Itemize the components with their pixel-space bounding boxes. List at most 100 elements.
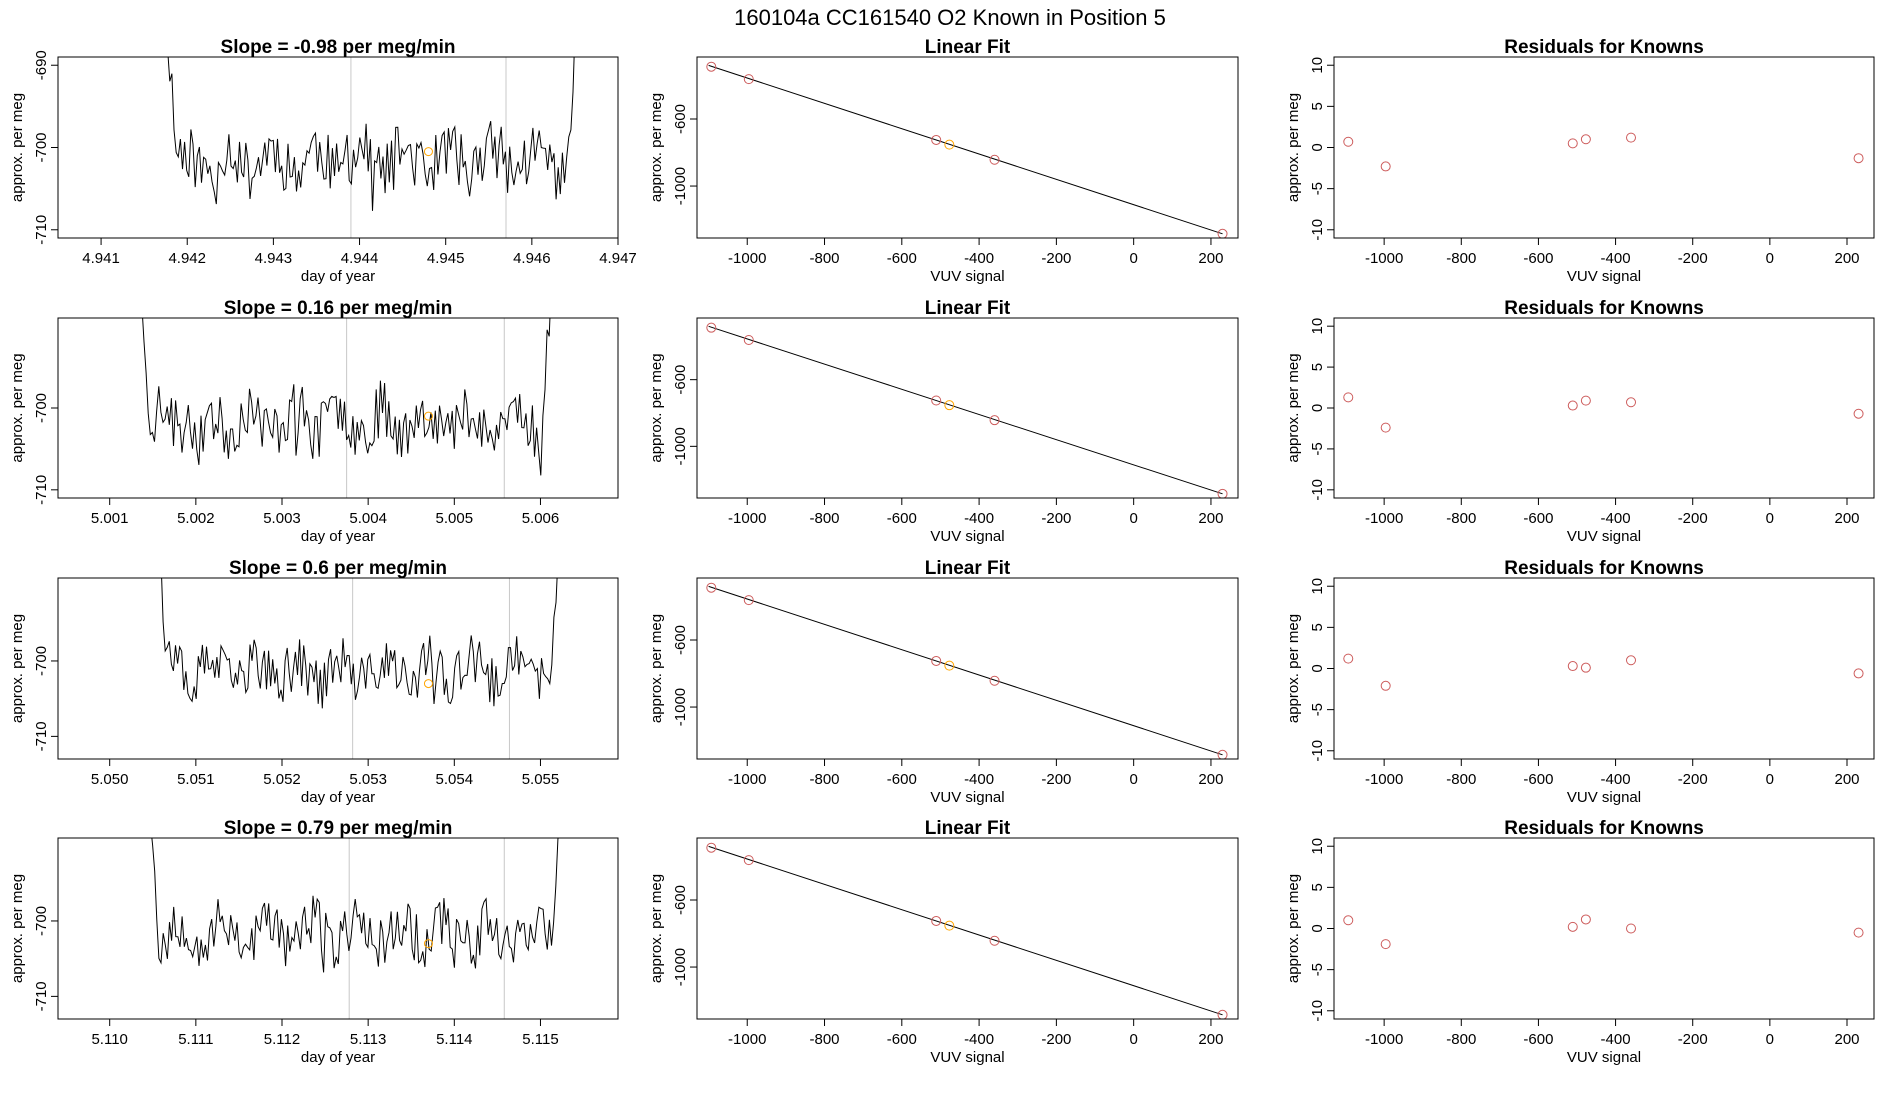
data-point xyxy=(1380,680,1391,691)
x-axis-label: VUV signal xyxy=(930,268,1004,285)
y-tick-label: 10 xyxy=(1309,318,1326,335)
data-point xyxy=(1626,132,1636,143)
data-point xyxy=(1626,923,1636,934)
data-point xyxy=(1580,395,1591,406)
y-tick-label: -1000 xyxy=(672,948,689,986)
x-tick-label: 200 xyxy=(1834,510,1859,527)
chart-title: Slope = 0.6 per meg/min xyxy=(229,558,447,579)
y-tick-label: 5 xyxy=(1309,623,1326,631)
x-tick-label: 5.114 xyxy=(436,1031,472,1048)
y-tick-label: 0 xyxy=(1309,664,1326,672)
x-tick-label: -200 xyxy=(1041,510,1071,527)
y-tick-label: -10 xyxy=(1309,1000,1326,1022)
y-tick-label: -1000 xyxy=(672,167,689,205)
data-point xyxy=(1343,136,1354,147)
x-tick-label: -1000 xyxy=(728,771,766,788)
plot-area xyxy=(167,57,575,238)
x-tick-label: 4.943 xyxy=(255,250,293,267)
data-point xyxy=(944,139,955,150)
x-tick-label: -1000 xyxy=(1365,250,1403,267)
y-tick-label: 0 xyxy=(1309,924,1326,932)
y-tick-label: -690 xyxy=(33,50,50,80)
y-axis-label: approx. per meg xyxy=(1285,874,1302,983)
data-point xyxy=(1567,400,1578,411)
page-title: 160104a CC161540 O2 Known in Position 5 xyxy=(734,5,1166,30)
y-axis-label: approx. per meg xyxy=(9,353,26,462)
y-axis-label: approx. per meg xyxy=(9,874,26,983)
y-tick-label: -600 xyxy=(672,104,689,134)
data-point xyxy=(1343,915,1354,926)
fit-line xyxy=(708,325,1223,495)
x-tick-label: -400 xyxy=(1601,771,1631,788)
x-tick-label: -400 xyxy=(964,250,994,267)
x-tick-label: 0 xyxy=(1766,771,1774,788)
y-tick-label: -710 xyxy=(33,215,50,245)
chart-title: Slope = 0.79 per meg/min xyxy=(224,818,453,839)
x-tick-label: -1000 xyxy=(728,510,766,527)
x-tick-label: -800 xyxy=(1446,1031,1476,1048)
x-tick-label: -800 xyxy=(1446,250,1476,267)
x-tick-label: -400 xyxy=(964,1031,994,1048)
x-tick-label: -400 xyxy=(1601,250,1631,267)
plot-area xyxy=(706,322,1228,498)
x-tick-label: 5.115 xyxy=(522,1031,558,1048)
chart-title: Linear Fit xyxy=(925,298,1011,319)
x-axis-label: VUV signal xyxy=(1567,268,1641,285)
y-tick-label: -710 xyxy=(33,981,50,1011)
x-tick-label: -200 xyxy=(1041,771,1071,788)
x-tick-label: -200 xyxy=(1041,1031,1071,1048)
x-tick-label: 200 xyxy=(1834,250,1859,267)
x-tick-label: 0 xyxy=(1766,510,1774,527)
x-tick-label: 200 xyxy=(1834,771,1859,788)
plot-area xyxy=(161,578,558,759)
data-point xyxy=(706,582,717,593)
x-tick-label: -1000 xyxy=(1365,771,1403,788)
data-point xyxy=(944,660,955,671)
data-point xyxy=(931,134,942,145)
plot-frame xyxy=(1333,837,1875,1020)
y-tick-label: 0 xyxy=(1309,404,1326,412)
data-point xyxy=(931,915,942,926)
data-point xyxy=(1217,228,1228,238)
x-tick-label: 4.942 xyxy=(168,250,206,267)
x-tick-label: 5.110 xyxy=(91,1031,127,1048)
y-axis-label: approx. per meg xyxy=(648,874,665,983)
x-tick-label: -800 xyxy=(1446,510,1476,527)
signal-trace xyxy=(142,318,551,476)
x-tick-label: 5.113 xyxy=(350,1031,386,1048)
x-tick-label: 5.112 xyxy=(264,1031,300,1048)
y-tick-label: 0 xyxy=(1309,143,1326,151)
plot-area xyxy=(1343,914,1864,950)
y-tick-label: -700 xyxy=(33,132,50,162)
plot-area xyxy=(706,842,1228,1019)
data-point xyxy=(1217,749,1228,759)
x-axis-label: VUV signal xyxy=(930,789,1004,806)
plot-frame xyxy=(696,577,1239,760)
x-tick-label: 200 xyxy=(1198,250,1223,267)
y-axis-label: approx. per meg xyxy=(1285,353,1302,462)
data-point xyxy=(1626,397,1636,408)
y-tick-label: 10 xyxy=(1309,578,1326,595)
chart-title: Residuals for Knowns xyxy=(1504,818,1704,839)
chart-title: Linear Fit xyxy=(925,558,1011,579)
y-tick-label: -10 xyxy=(1309,740,1326,762)
y-tick-label: 5 xyxy=(1309,363,1326,371)
chart-panel: Slope = -0.98 per meg/min 4.941 4.942 4.943… xyxy=(9,37,637,285)
y-tick-label: -1000 xyxy=(672,688,689,726)
data-point xyxy=(743,335,754,345)
x-tick-label: -600 xyxy=(1523,1031,1553,1048)
x-tick-label: 0 xyxy=(1766,250,1774,267)
plot-frame xyxy=(57,577,619,760)
x-tick-label: -800 xyxy=(810,510,840,527)
x-tick-label: -600 xyxy=(887,250,917,267)
chart-title: Residuals for Knowns xyxy=(1504,558,1704,579)
y-tick-label: 10 xyxy=(1309,838,1326,855)
data-point xyxy=(743,595,754,606)
y-tick-label: -600 xyxy=(672,365,689,395)
x-tick-label: -1000 xyxy=(1365,1031,1403,1048)
chart-panel: Linear Fit -1000 -800 -600 -400 -200 0 200 -600 -… xyxy=(648,818,1239,1066)
chart-panel: Slope = 0.16 per meg/min 5.001 5.002 5.003 5… xyxy=(9,298,619,545)
x-tick-label: -200 xyxy=(1678,250,1708,267)
x-tick-label: 4.944 xyxy=(341,250,379,267)
fit-line xyxy=(708,64,1223,235)
